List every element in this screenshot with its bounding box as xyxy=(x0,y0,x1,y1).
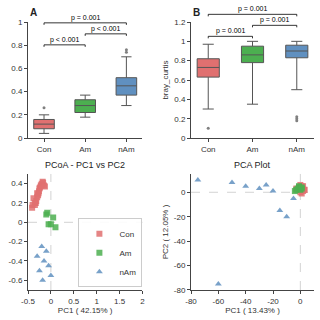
svg-text:PC1 ( 42.15% ): PC1 ( 42.15% ) xyxy=(58,306,113,315)
svg-text:2: 2 xyxy=(140,297,145,306)
svg-text:PC1 ( 13.43% ): PC1 ( 13.43% ) xyxy=(225,306,280,315)
svg-text:0: 0 xyxy=(18,218,23,227)
svg-text:0: 0 xyxy=(49,297,54,306)
svg-text:0: 0 xyxy=(18,134,23,143)
svg-text:0.2: 0.2 xyxy=(11,111,23,120)
svg-text:-0.5: -0.5 xyxy=(21,297,35,306)
svg-text:PC2 ( 12.05% ): PC2 ( 12.05% ) xyxy=(161,204,170,259)
svg-text:1: 1 xyxy=(18,18,23,27)
svg-text:PCoA - PC1 vs PC2: PCoA - PC1 vs PC2 xyxy=(45,160,125,170)
svg-text:0: 0 xyxy=(298,297,303,306)
svg-text:nAm: nAm xyxy=(118,145,135,154)
svg-text:-80: -80 xyxy=(174,286,186,295)
svg-text:Con: Con xyxy=(119,230,134,239)
svg-text:0.8: 0.8 xyxy=(11,41,23,50)
svg-text:-0.4: -0.4 xyxy=(9,257,23,266)
svg-text:1.5: 1.5 xyxy=(114,297,126,306)
svg-text:0.4: 0.4 xyxy=(174,95,186,104)
svg-text:p < 0.001: p < 0.001 xyxy=(50,36,79,44)
svg-text:-0.2: -0.2 xyxy=(9,237,23,246)
svg-text:-0.6: -0.6 xyxy=(9,276,23,285)
svg-text:p = 0.001: p = 0.001 xyxy=(216,27,245,35)
svg-text:-60: -60 xyxy=(213,297,225,306)
svg-text:0.5: 0.5 xyxy=(68,297,80,306)
svg-text:0.2: 0.2 xyxy=(174,115,186,124)
svg-text:-60: -60 xyxy=(174,261,186,270)
svg-text:p = 0.001: p = 0.001 xyxy=(71,14,100,22)
svg-text:Am: Am xyxy=(247,145,259,154)
svg-text:0.4: 0.4 xyxy=(11,179,23,188)
svg-text:1.2: 1.2 xyxy=(174,18,186,27)
svg-text:Con: Con xyxy=(201,145,216,154)
svg-text:0.8: 0.8 xyxy=(174,56,186,65)
svg-text:PCA Plot: PCA Plot xyxy=(234,160,271,170)
svg-text:1: 1 xyxy=(94,297,99,306)
svg-text:A: A xyxy=(30,7,37,18)
svg-text:0.6: 0.6 xyxy=(174,76,186,85)
svg-text:0.6: 0.6 xyxy=(11,64,23,73)
svg-text:1: 1 xyxy=(181,37,186,46)
svg-text:-40: -40 xyxy=(240,297,252,306)
svg-text:p = 0.001: p = 0.001 xyxy=(260,16,289,24)
svg-text:p < 0.001: p < 0.001 xyxy=(91,25,120,33)
svg-text:0.2: 0.2 xyxy=(11,199,23,208)
svg-text:0.4: 0.4 xyxy=(11,87,23,96)
svg-text:-20: -20 xyxy=(174,213,186,222)
svg-text:Am: Am xyxy=(119,249,131,258)
svg-text:Am: Am xyxy=(79,145,91,154)
svg-text:-40: -40 xyxy=(174,237,186,246)
svg-text:B: B xyxy=(193,7,200,18)
svg-text:0: 0 xyxy=(181,134,186,143)
svg-text:p = 0.001: p = 0.001 xyxy=(238,5,267,13)
svg-text:bray_curtis: bray_curtis xyxy=(161,60,170,99)
svg-text:-20: -20 xyxy=(267,297,279,306)
svg-text:nAm: nAm xyxy=(289,145,306,154)
svg-text:-80: -80 xyxy=(185,297,197,306)
svg-text:Con: Con xyxy=(37,145,52,154)
svg-text:0: 0 xyxy=(181,188,186,197)
svg-text:nAm: nAm xyxy=(119,268,136,277)
